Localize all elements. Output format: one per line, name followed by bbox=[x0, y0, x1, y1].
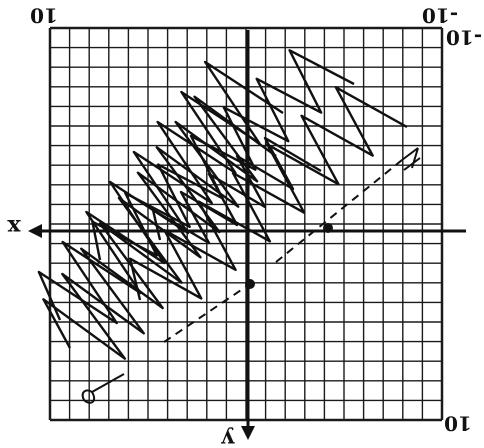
tick-label-top-left: 10 bbox=[30, 4, 58, 28]
scribble-stroke bbox=[42, 95, 277, 360]
y-axis-arrow-icon bbox=[241, 426, 255, 440]
scribble-stroke bbox=[151, 136, 322, 245]
x-axis-label: x bbox=[7, 214, 21, 240]
tick-label-top-right-extra: -10 bbox=[446, 26, 482, 50]
point-upper bbox=[323, 223, 333, 233]
scribble-stroke bbox=[91, 49, 355, 261]
x-axis-arrow-icon bbox=[28, 224, 42, 238]
tick-label-top-right: -10 bbox=[422, 4, 458, 28]
y-axis bbox=[241, 30, 255, 440]
dashed-line-upper bbox=[275, 147, 421, 263]
upper-line-arrow-icon bbox=[401, 147, 421, 171]
y-axis-label: y bbox=[220, 426, 235, 448]
point-lower bbox=[245, 279, 255, 289]
shaded-region-scribble bbox=[37, 49, 408, 360]
lower-line-arrow-icon bbox=[81, 389, 96, 404]
dashed-line-lower bbox=[81, 279, 255, 404]
coordinate-grid bbox=[48, 26, 444, 422]
scribble-stroke bbox=[37, 60, 284, 325]
scribble-stroke bbox=[128, 86, 408, 301]
tick-label-bottom-right: 10 bbox=[444, 412, 472, 436]
